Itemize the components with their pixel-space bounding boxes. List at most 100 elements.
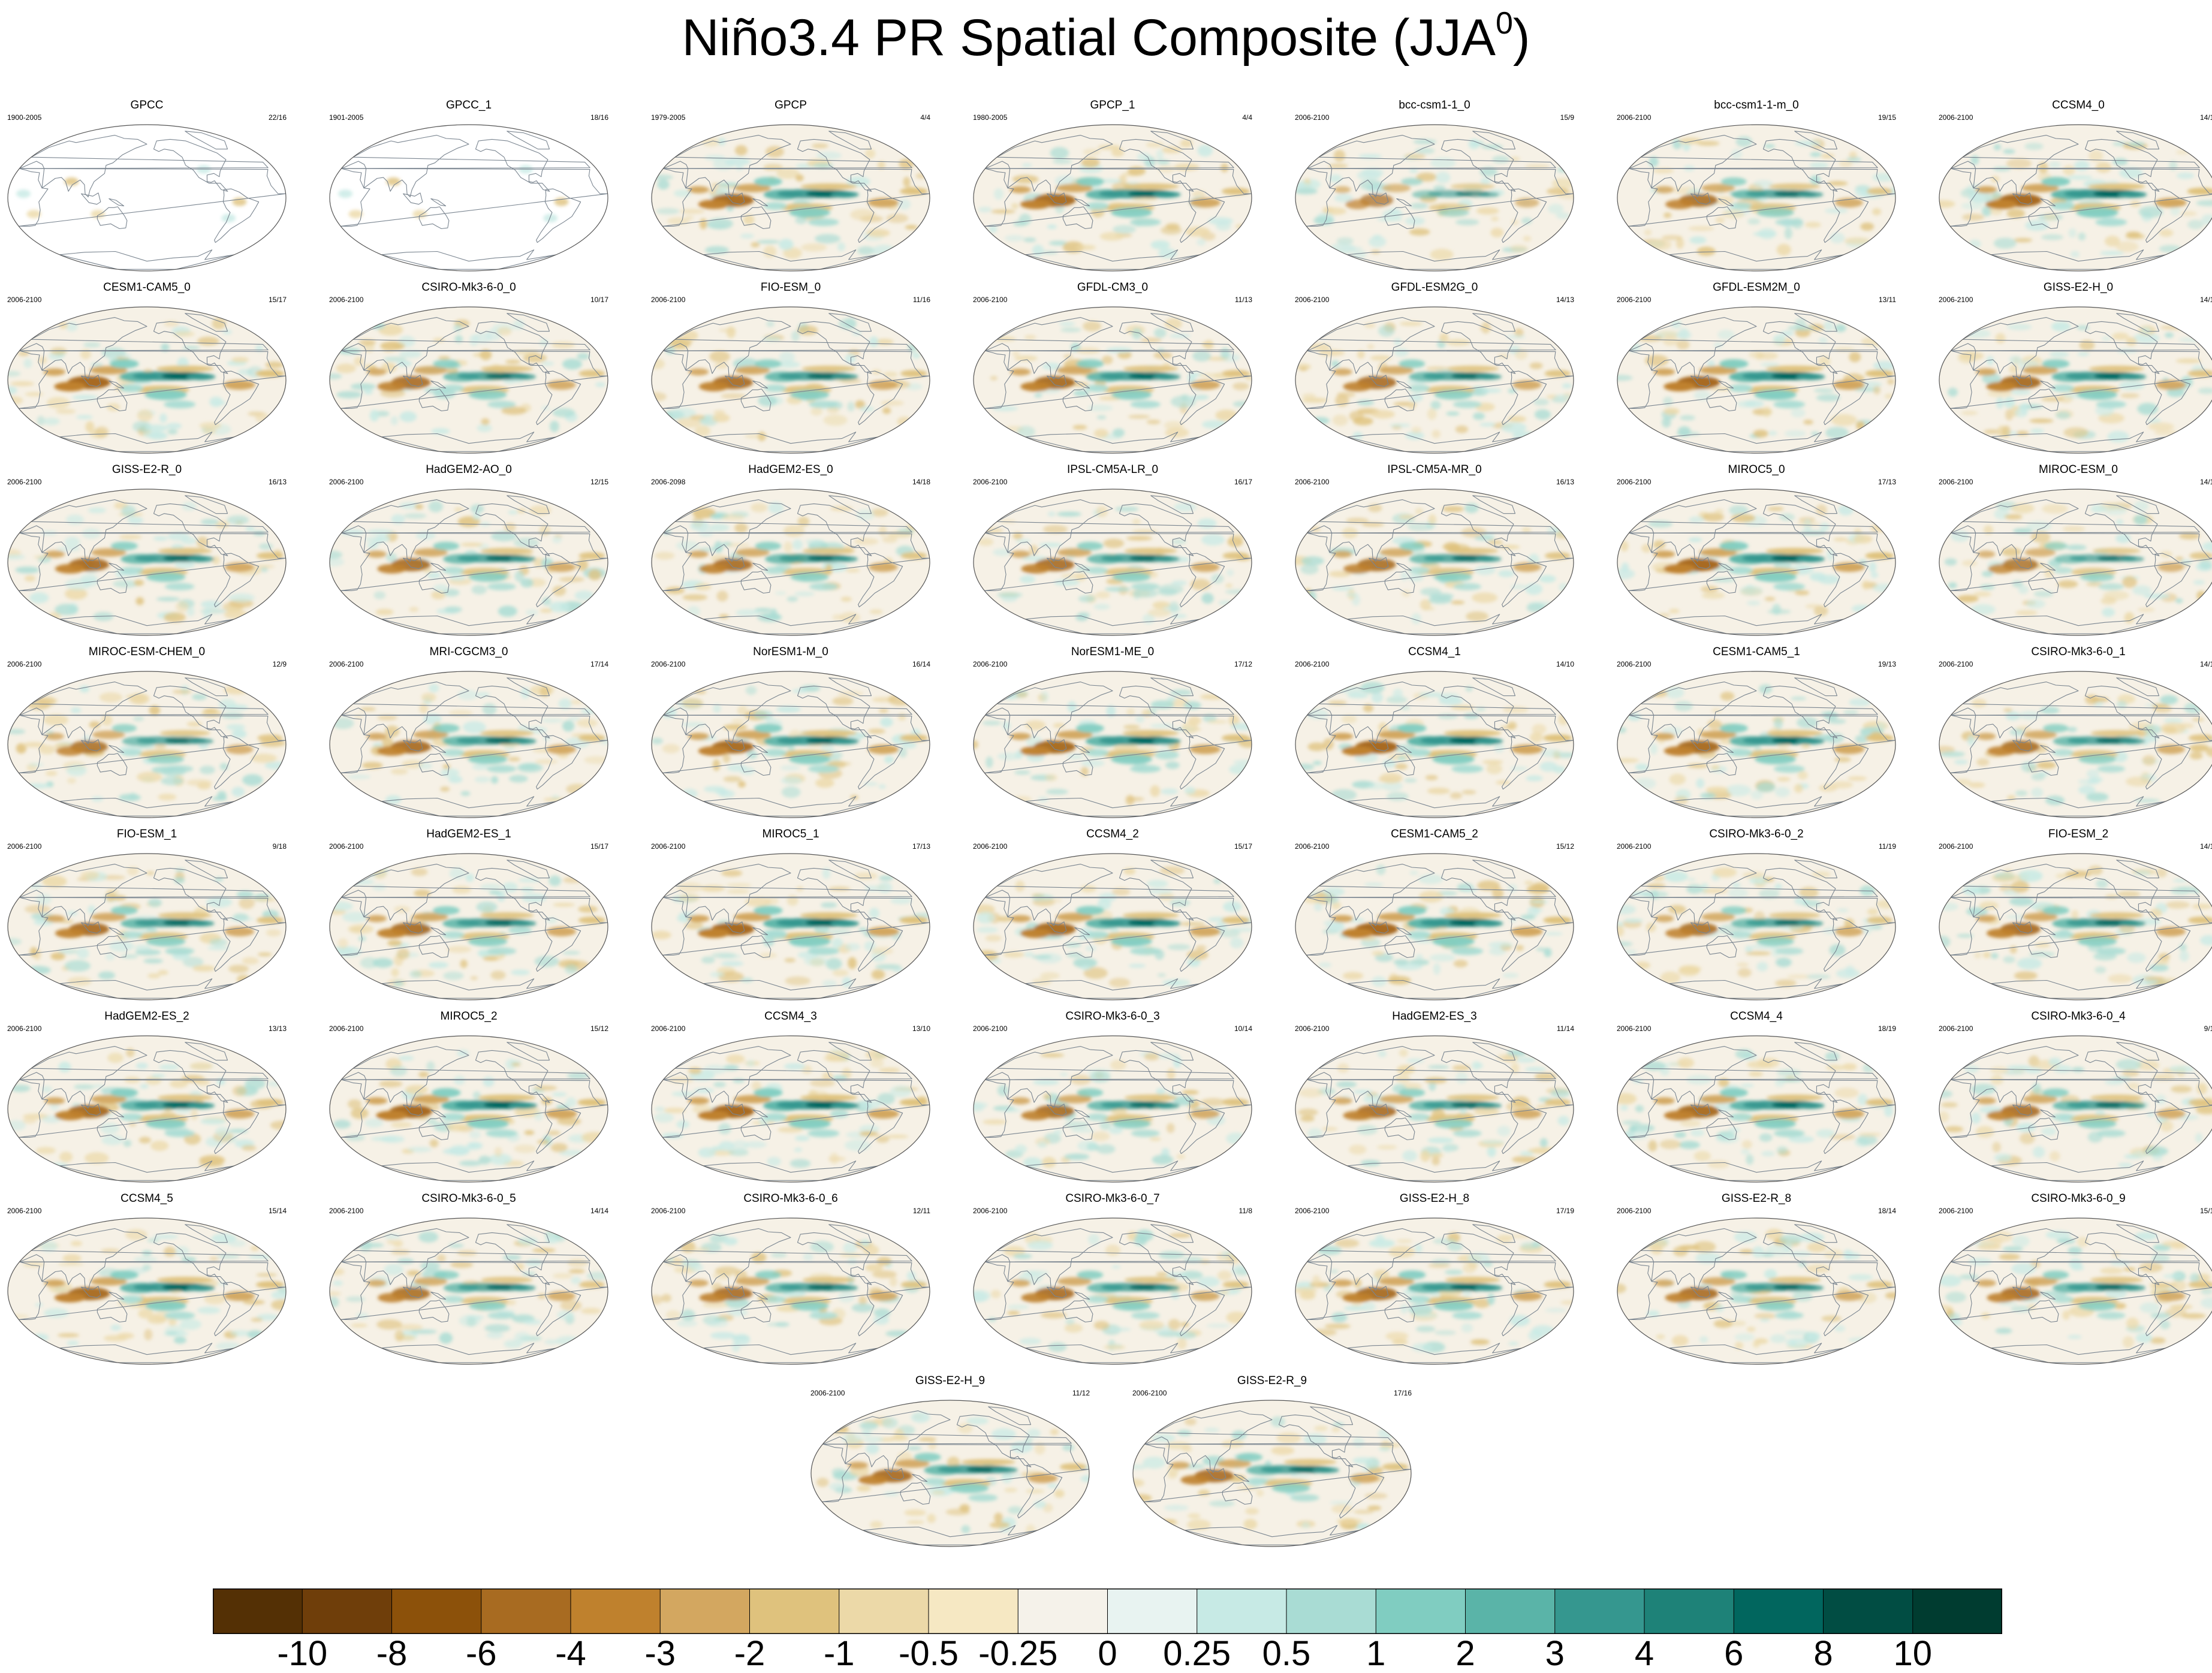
panel-period: 2006-2100 xyxy=(1295,1207,1330,1215)
coastline-south-america xyxy=(1824,917,1869,972)
panel-event-count: 17/19 xyxy=(1556,1207,1574,1215)
panel-period: 2006-2100 xyxy=(1939,113,1973,122)
map-panel: HadGEM2-ES_3 2006-2100 11/14 xyxy=(1294,1010,1575,1184)
colorbar-tick-label: -1 xyxy=(823,1634,855,1673)
coastline-australia xyxy=(1706,935,1737,958)
coastline-north-america xyxy=(475,503,550,556)
coastline-south-america xyxy=(1180,188,1225,243)
coastlines xyxy=(662,495,930,634)
coastline-australia xyxy=(97,753,128,776)
coastline-greenland xyxy=(2116,1042,2160,1061)
panel-model-name: HadGEM2-ES_3 xyxy=(1392,1010,1477,1023)
panel-event-count: 11/8 xyxy=(1238,1207,1252,1215)
coastline-south-america xyxy=(214,917,260,972)
anomaly-field xyxy=(816,1412,1089,1536)
coastline-australia xyxy=(1384,753,1415,776)
composite-map xyxy=(7,671,287,818)
coastlines xyxy=(1306,1224,1574,1363)
coastline-antarctica xyxy=(59,978,235,999)
map-outline xyxy=(1295,306,1574,454)
coastline-europe-asia xyxy=(984,682,1234,744)
composite-map xyxy=(329,124,608,272)
colorbar-tick-label: 0.25 xyxy=(1163,1634,1231,1673)
panel-period: 2006-2100 xyxy=(329,296,364,304)
coastline-new-guinea xyxy=(109,744,125,753)
coastline-australia xyxy=(2028,935,2059,958)
map-outline xyxy=(1617,671,1896,818)
panel-period: 2006-2100 xyxy=(1939,1024,1973,1033)
coastline-new-guinea xyxy=(2040,562,2056,571)
coastline-south-america xyxy=(536,188,581,243)
map-outline xyxy=(1617,124,1896,272)
coastline-new-guinea xyxy=(752,1109,769,1118)
map-outline xyxy=(973,489,1252,636)
composite-map xyxy=(7,489,287,636)
coastline-europe-asia xyxy=(19,682,269,744)
panel-model-name: GFDL-ESM2G_0 xyxy=(1391,281,1478,294)
panel-period: 2006-2100 xyxy=(1939,1207,1973,1215)
coastline-maritime xyxy=(2012,557,2033,569)
panel-model-name: MRI-CGCM3_0 xyxy=(429,646,508,658)
map-panel: GPCP 1979-2005 4/4 xyxy=(650,99,932,273)
panel-model-name: GPCC_1 xyxy=(445,99,492,111)
coastline-africa xyxy=(1306,897,1574,955)
coastline-greenland xyxy=(1472,495,1516,514)
panel-period: 1980-2005 xyxy=(973,113,1008,122)
coastline-north-america xyxy=(1119,685,1194,738)
coastlines xyxy=(1143,1406,1411,1545)
colorbar-swatch xyxy=(928,1588,1019,1634)
panel-period: 2006-2100 xyxy=(973,660,1008,668)
coastline-australia xyxy=(740,206,772,230)
coastline-antarctica xyxy=(1346,614,1523,634)
panel-model-name: bcc-csm1-1-m_0 xyxy=(1714,99,1799,111)
coastlines xyxy=(1306,495,1574,634)
map-panel: HadGEM2-ES_1 2006-2100 15/17 xyxy=(328,828,610,1002)
coastline-greenland xyxy=(1150,313,1194,332)
map-outline xyxy=(651,306,930,454)
panel-model-name: CCSM4_0 xyxy=(2052,99,2105,111)
coastline-new-guinea xyxy=(109,380,125,389)
coastline-maritime xyxy=(1047,192,1067,205)
coastline-maritime xyxy=(884,1468,905,1481)
coastline-australia xyxy=(418,571,450,594)
anomaly-field xyxy=(8,685,286,802)
map-outline xyxy=(973,671,1252,818)
composite-map xyxy=(973,853,1252,1000)
coastline-antarctica xyxy=(1346,1160,1523,1181)
coastline-maritime xyxy=(2012,739,2033,752)
panel-model-name: GISS-E2-R_8 xyxy=(1721,1192,1792,1205)
coastline-europe-asia xyxy=(340,1228,590,1291)
coastline-europe-asia xyxy=(1950,1046,2200,1109)
map-panel: CESM1-CAM5_0 2006-2100 15/17 xyxy=(6,281,288,455)
map-outline xyxy=(973,124,1252,272)
anomaly-field xyxy=(8,866,284,987)
panel-period: 2006-2100 xyxy=(7,478,42,486)
coastline-europe-asia xyxy=(1628,135,1878,198)
panel-event-count: 17/13 xyxy=(912,842,930,851)
coastline-south-america xyxy=(1502,917,1547,972)
coastline-north-america xyxy=(153,867,228,921)
map-outline xyxy=(973,1035,1252,1183)
map-panel: CCSM4_2 2006-2100 15/17 xyxy=(972,828,1253,1002)
colorbar-swatch xyxy=(1197,1588,1287,1634)
coastline-greenland xyxy=(185,1224,228,1243)
coastline-greenland xyxy=(507,677,550,697)
map-outline xyxy=(7,671,287,818)
composite-map xyxy=(1617,124,1896,272)
map-panel: MIROC5_0 2006-2100 17/13 xyxy=(1616,463,1897,637)
colorbar-tick-label: 0.5 xyxy=(1262,1634,1311,1673)
panel-model-name: CSIRO-Mk3-6-0_6 xyxy=(743,1192,838,1205)
panel-event-count: 10/14 xyxy=(1234,1024,1252,1033)
coastline-greenland xyxy=(1310,1406,1354,1425)
coastline-new-guinea xyxy=(1396,744,1412,753)
colorbar-frame xyxy=(213,1588,2002,1634)
coastline-south-america xyxy=(1180,553,1225,608)
composite-map xyxy=(329,306,608,454)
anomaly-field xyxy=(1295,503,1572,625)
coastline-greenland xyxy=(2116,677,2160,697)
coastline-europe-asia xyxy=(1950,499,2200,562)
coastline-antarctica xyxy=(1184,1525,1360,1545)
map-outline xyxy=(1939,1035,2212,1183)
coastline-south-america xyxy=(1502,1282,1547,1337)
composite-map xyxy=(973,1035,1252,1183)
